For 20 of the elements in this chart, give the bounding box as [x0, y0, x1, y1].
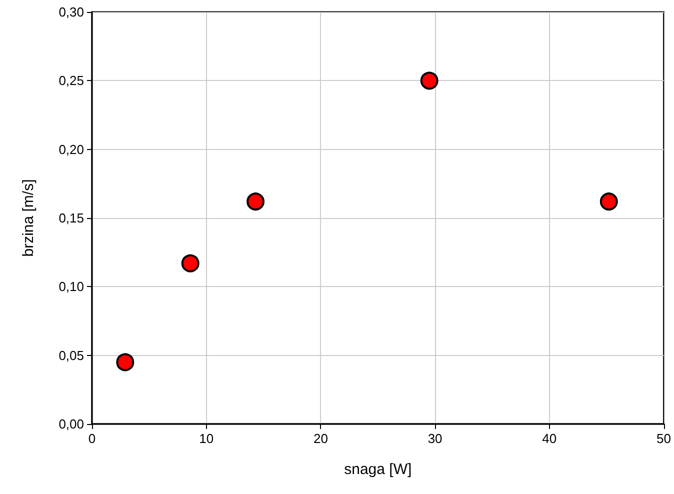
point	[420, 72, 438, 90]
x-tick-label: 20	[313, 431, 328, 446]
y-tick-label: 0,10	[58, 279, 84, 294]
y-tick-label: 0,20	[58, 142, 84, 157]
y-tick-label: 0,30	[58, 4, 84, 20]
y-axis-title: brzina [m/s]	[20, 179, 37, 257]
point	[116, 353, 134, 372]
x-axis-title: snaga [W]	[344, 461, 412, 478]
x-tick-label: 0	[88, 431, 96, 446]
point	[246, 192, 265, 211]
point	[600, 192, 618, 211]
y-tick-label: 0,25	[58, 73, 84, 88]
x-tick-label: 10	[199, 431, 214, 446]
x-tick-label: 40	[542, 431, 557, 446]
y-tick-label: 0,15	[58, 210, 84, 226]
x-tick-label: 50	[656, 431, 672, 446]
point	[181, 254, 200, 272]
y-tick-label: 0,05	[58, 348, 84, 363]
y-tick-label: 0,00	[58, 416, 84, 432]
x-tick-label: 30	[428, 431, 442, 446]
